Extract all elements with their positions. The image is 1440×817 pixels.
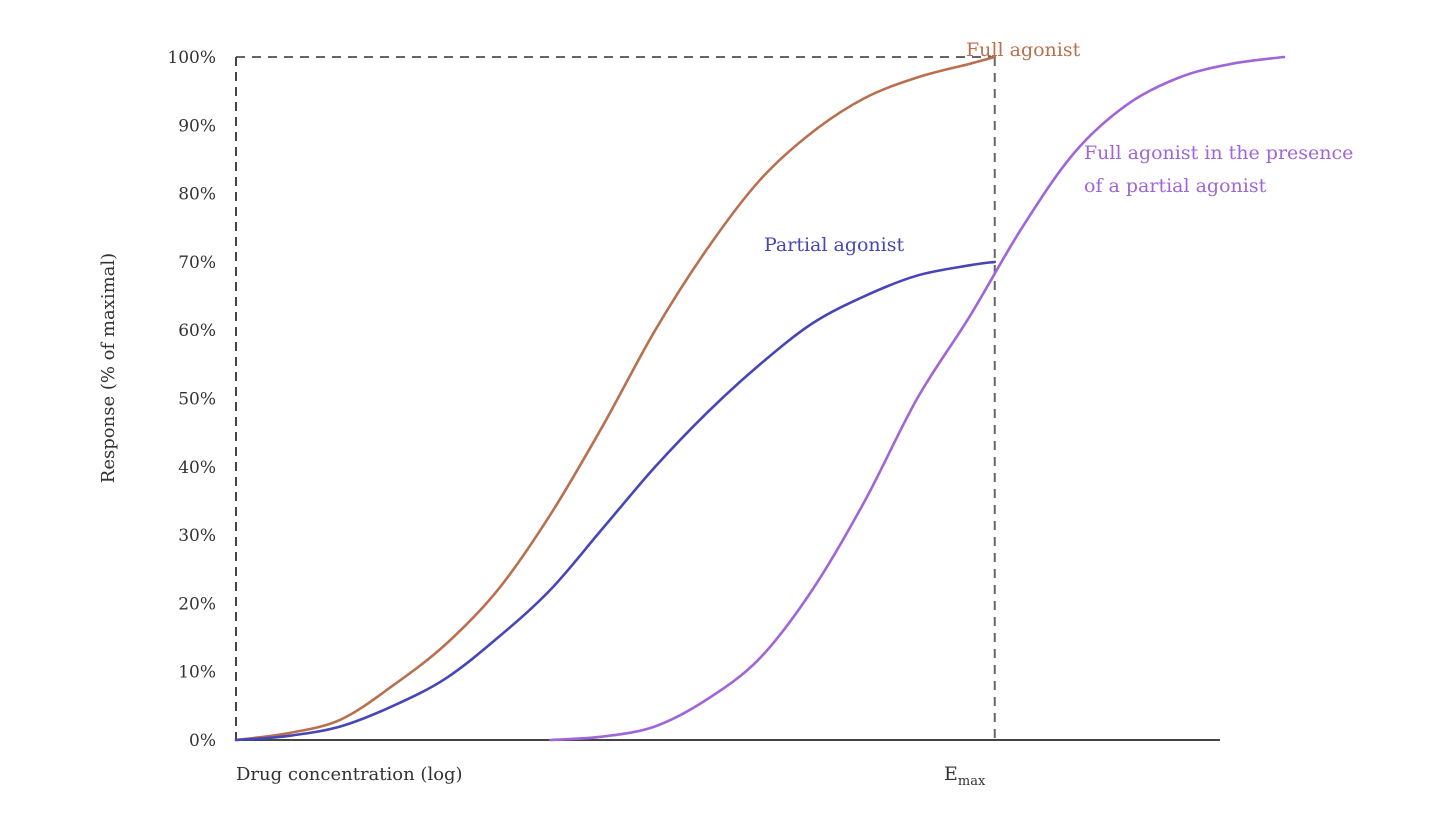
full-agonist-label-line: Full agonist — [966, 39, 1081, 61]
y-tick-label: 100% — [167, 48, 216, 68]
y-tick-label: 30% — [178, 526, 216, 546]
y-axis-title: Response (% of maximal) — [98, 253, 119, 483]
emax-main: E — [944, 763, 958, 785]
partial-agonist-label-line: Partial agonist — [764, 234, 904, 256]
y-tick-label: 80% — [178, 185, 216, 205]
y-tick-label: 20% — [178, 594, 216, 614]
axes — [235, 57, 1220, 741]
y-tick-label: 50% — [178, 390, 216, 410]
y-tick-labels: 0% 10% 20% 30% 40% 50% 60% 70% 80% 90% 100% — [167, 48, 216, 751]
y-tick-label: 40% — [178, 458, 216, 478]
emax-subscript: max — [958, 774, 986, 789]
full-agonist-with-partial-label: Full agonist in the presence of a partial… — [1084, 142, 1353, 197]
emax-label: Emax — [944, 763, 986, 789]
full-agonist-curve — [234, 55, 997, 742]
y-tick-label: 90% — [178, 116, 216, 136]
full-agonist-label: Full agonist — [966, 39, 1081, 61]
y-tick-label: 0% — [189, 731, 216, 751]
series-labels: Full agonist Partial agonist Full agonist … — [764, 39, 1353, 256]
reference-lines — [236, 56, 996, 740]
partial-agonist-curve — [234, 260, 997, 742]
y-tick-label: 10% — [178, 663, 216, 683]
x-axis-title: Drug concentration (log) — [236, 764, 463, 785]
y-tick-label: 60% — [178, 321, 216, 341]
full-agonist-with-partial-label-line: of a partial agonist — [1084, 175, 1267, 197]
partial-agonist-label: Partial agonist — [764, 234, 904, 256]
y-tick-label: 70% — [178, 253, 216, 273]
series-layer — [234, 55, 1286, 742]
full-agonist-with-partial-curve — [549, 55, 1286, 742]
full-agonist-with-partial-label-line: Full agonist in the presence — [1084, 142, 1353, 164]
